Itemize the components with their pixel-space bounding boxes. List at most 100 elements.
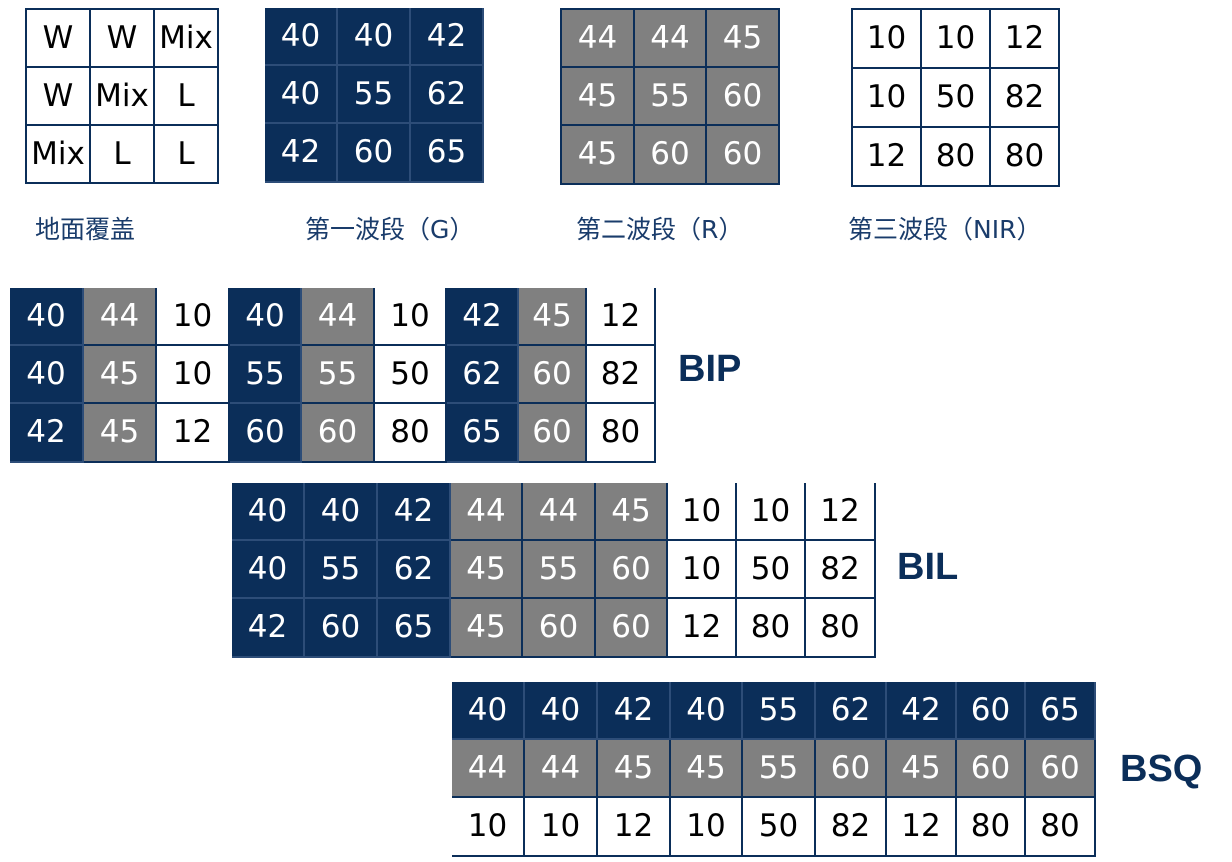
- land-cover-grid: W W Mix W Mix L Mix L L: [25, 8, 219, 184]
- bil-cell: 12: [668, 599, 737, 658]
- bil-cell: 42: [378, 483, 451, 541]
- land-cover-cell: L: [155, 126, 219, 184]
- bip-cell: 62: [447, 346, 519, 404]
- bil-grid: 40 40 42 44 44 45 10 10 12 40 55 62 45 55 60 10 50 82 42 60…: [232, 483, 876, 658]
- bsq-cell: 45: [887, 740, 957, 798]
- bip-cell: 45: [519, 288, 587, 346]
- bil-cell: 60: [523, 599, 596, 658]
- bil-cell: 60: [596, 599, 668, 658]
- bip-cell: 12: [157, 404, 230, 463]
- bil-cell: 44: [451, 483, 523, 541]
- land-cover-cell: Mix: [155, 10, 219, 68]
- bsq-cell: 12: [887, 798, 957, 857]
- bil-cell: 80: [806, 599, 876, 658]
- bsq-cell: 55: [743, 740, 816, 798]
- land-cover-cell: W: [27, 68, 91, 126]
- bsq-cell: 65: [1026, 682, 1096, 740]
- band-r-cell: 60: [707, 126, 780, 185]
- band-g-cell: 60: [338, 124, 411, 183]
- bil-cell: 55: [305, 541, 378, 599]
- land-cover-caption: 地面覆盖: [35, 215, 136, 244]
- bsq-cell: 40: [671, 682, 743, 740]
- bil-cell: 55: [523, 541, 596, 599]
- band-r-cell: 44: [635, 10, 707, 68]
- bsq-cell: 12: [598, 798, 671, 857]
- bip-cell: 44: [84, 288, 157, 346]
- band-nir-cell: 10: [853, 10, 922, 69]
- bil-cell: 60: [596, 541, 668, 599]
- bsq-cell: 62: [816, 682, 887, 740]
- band-g-grid: 40 40 42 40 55 62 42 60 65: [265, 8, 484, 183]
- band-nir-cell: 12: [853, 128, 922, 187]
- bip-cell: 80: [587, 404, 656, 463]
- bip-label: BIP: [678, 348, 742, 390]
- bsq-grid: 40 40 42 40 55 62 42 60 65 44 44 45 45 55 60 45 60 60 10 10…: [452, 682, 1096, 857]
- band-g-cell: 40: [265, 66, 338, 124]
- band-nir-cell: 80: [991, 128, 1060, 187]
- band-nir-cell: 10: [922, 10, 991, 69]
- bsq-cell: 45: [671, 740, 743, 798]
- band-nir-grid: 10 10 12 10 50 82 12 80 80: [851, 8, 1060, 187]
- bsq-cell: 10: [452, 798, 525, 857]
- bip-cell: 10: [375, 288, 447, 346]
- band-nir-cell: 82: [991, 69, 1060, 128]
- bil-cell: 82: [806, 541, 876, 599]
- band-nir-cell: 10: [853, 69, 922, 128]
- bil-label: BIL: [897, 546, 959, 588]
- bip-cell: 50: [375, 346, 447, 404]
- bip-cell: 10: [157, 288, 230, 346]
- bil-cell: 50: [737, 541, 806, 599]
- band-nir-cell: 12: [991, 10, 1060, 69]
- band-g-cell: 40: [338, 8, 411, 66]
- bsq-cell: 60: [957, 740, 1026, 798]
- bip-cell: 60: [302, 404, 375, 463]
- band-g-caption: 第一波段（G）: [305, 215, 475, 244]
- bsq-cell: 80: [957, 798, 1026, 857]
- bil-cell: 45: [451, 541, 523, 599]
- bsq-cell: 44: [525, 740, 598, 798]
- land-cover-cell: W: [91, 10, 155, 68]
- band-r-cell: 60: [635, 126, 707, 185]
- bil-cell: 10: [737, 483, 806, 541]
- bip-cell: 40: [10, 346, 84, 404]
- band-nir-cell: 50: [922, 69, 991, 128]
- bsq-cell: 50: [743, 798, 816, 857]
- bip-cell: 82: [587, 346, 656, 404]
- band-r-cell: 45: [562, 126, 635, 185]
- band-g-cell: 62: [411, 66, 484, 124]
- bil-cell: 40: [305, 483, 378, 541]
- bsq-cell: 40: [452, 682, 525, 740]
- bsq-label: BSQ: [1120, 748, 1203, 790]
- bip-cell: 60: [519, 404, 587, 463]
- bil-cell: 12: [806, 483, 876, 541]
- bip-cell: 55: [302, 346, 375, 404]
- bsq-cell: 42: [887, 682, 957, 740]
- bsq-cell: 10: [671, 798, 743, 857]
- land-cover-cell: W: [27, 10, 91, 68]
- bil-cell: 44: [523, 483, 596, 541]
- bip-cell: 60: [230, 404, 302, 463]
- bip-cell: 40: [10, 288, 84, 346]
- bip-cell: 45: [84, 346, 157, 404]
- bip-cell: 65: [447, 404, 519, 463]
- bil-cell: 65: [378, 599, 451, 658]
- band-g-cell: 42: [265, 124, 338, 183]
- bsq-cell: 44: [452, 740, 525, 798]
- band-g-cell: 42: [411, 8, 484, 66]
- band-r-caption: 第二波段（R）: [576, 215, 744, 244]
- bip-cell: 60: [519, 346, 587, 404]
- bip-cell: 42: [447, 288, 519, 346]
- bsq-cell: 60: [816, 740, 887, 798]
- band-nir-cell: 80: [922, 128, 991, 187]
- land-cover-cell: Mix: [27, 126, 91, 184]
- bil-cell: 10: [668, 541, 737, 599]
- land-cover-cell: L: [91, 126, 155, 184]
- bil-cell: 10: [668, 483, 737, 541]
- land-cover-cell: Mix: [91, 68, 155, 126]
- band-r-cell: 60: [707, 68, 780, 126]
- bsq-cell: 10: [525, 798, 598, 857]
- bip-cell: 80: [375, 404, 447, 463]
- bil-cell: 42: [232, 599, 305, 658]
- bil-cell: 45: [596, 483, 668, 541]
- band-nir-caption: 第三波段（NIR）: [848, 215, 1042, 244]
